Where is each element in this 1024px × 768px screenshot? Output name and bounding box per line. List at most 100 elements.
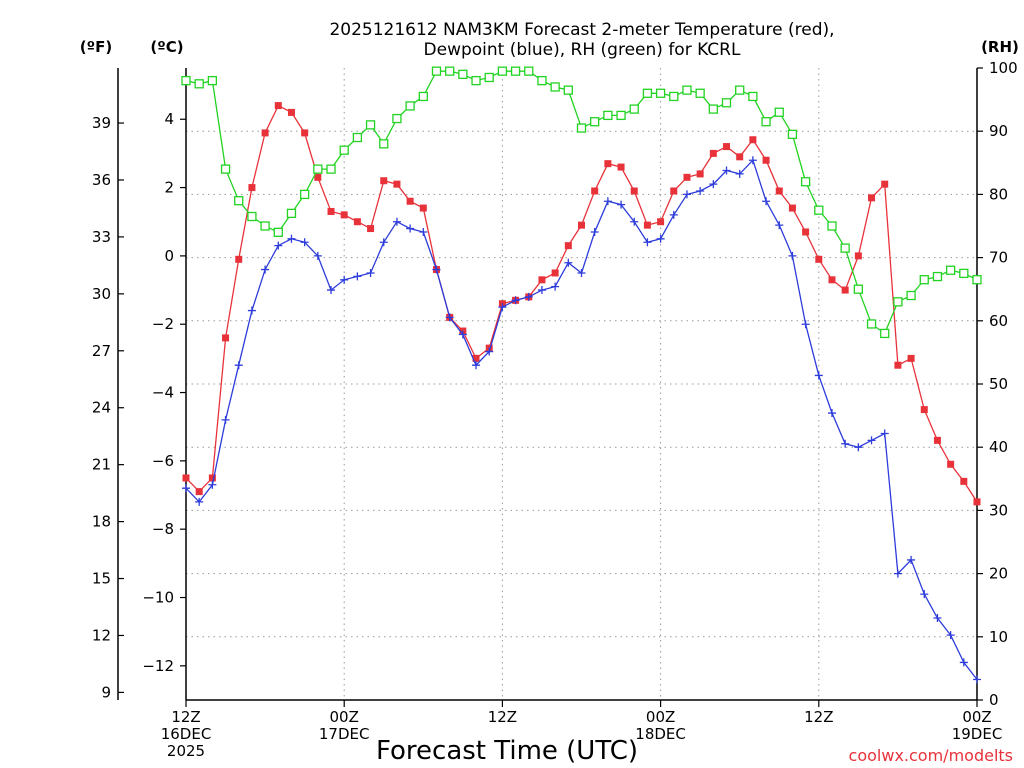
time-tick-label: 16DEC — [161, 725, 212, 743]
celsius-tick-label: 2 — [164, 179, 174, 197]
source-credit: coolwx.com/modelts — [849, 746, 1013, 765]
celsius-tick-label: −10 — [142, 589, 174, 607]
temperature-series — [182, 102, 981, 506]
dewpoint-point — [933, 614, 942, 623]
dewpoint-point — [445, 313, 454, 322]
dewpoint-point — [959, 658, 968, 667]
dewpoint-point — [630, 217, 639, 226]
rh-point — [682, 85, 692, 95]
rh-point — [893, 297, 903, 307]
rh-point — [669, 91, 679, 102]
temperature-point — [894, 361, 902, 369]
temperature-point — [538, 276, 546, 284]
dewpoint-point — [379, 238, 388, 247]
temperature-point — [353, 218, 361, 226]
series-layer — [181, 66, 982, 684]
fahrenheit-tick-label: 21 — [92, 456, 111, 474]
temperature-point — [947, 460, 955, 468]
rh-axis-ticks: 0 10 20 30 40 50 60 70 80 90 100 — [977, 59, 1018, 709]
celsius-tick-label: −12 — [142, 657, 174, 675]
dewpoint-point — [735, 169, 744, 178]
temperature-point — [788, 204, 796, 212]
rh-point — [708, 104, 718, 114]
temperature-point — [551, 269, 559, 277]
dewpoint-point — [472, 361, 481, 370]
rh-point — [418, 91, 428, 102]
rh-point — [853, 284, 863, 294]
dewpoint-point — [577, 268, 586, 277]
dewpoint-point — [485, 347, 494, 356]
rh-point — [603, 110, 613, 121]
dewpoint-point — [234, 361, 243, 370]
temperature-point — [762, 156, 770, 164]
temperature-point — [406, 197, 414, 205]
rh-point — [313, 164, 323, 174]
fahrenheit-tick-label: 9 — [101, 683, 111, 701]
temperature-point — [287, 108, 295, 116]
rh-point — [814, 205, 824, 215]
temperature-point — [907, 354, 915, 362]
rh-point — [247, 211, 257, 222]
rh-point — [234, 196, 244, 206]
temperature-point — [604, 160, 612, 168]
rh-point — [642, 88, 653, 98]
rh-point — [787, 129, 798, 140]
rh-point — [906, 290, 916, 301]
temperature-point — [736, 153, 744, 161]
temperature-point — [920, 406, 928, 414]
celsius-tick-label: −8 — [152, 520, 174, 538]
rh-point — [431, 66, 442, 76]
rh-point — [748, 91, 758, 102]
temperature-point — [380, 177, 388, 185]
rh-point — [563, 85, 573, 95]
time-tick-label: 00Z — [330, 708, 359, 726]
rh-point — [260, 221, 270, 231]
rh-point — [840, 243, 850, 253]
time-tick-label: 00Z — [646, 708, 675, 726]
dewpoint-point — [432, 265, 441, 274]
dewpoint-point — [603, 197, 612, 206]
rh-point — [866, 319, 877, 329]
temperature-point — [195, 488, 203, 496]
temperature-point — [248, 184, 256, 192]
temperature-point — [578, 221, 585, 229]
rh-point — [524, 66, 534, 76]
rh-point — [721, 98, 732, 108]
rh-point — [537, 75, 547, 86]
dewpoint-point — [762, 197, 771, 206]
rh-tick-label: 30 — [989, 501, 1008, 519]
temperature-point — [657, 218, 665, 226]
rh-point — [550, 82, 560, 92]
rh-point — [510, 66, 521, 76]
temperature-point — [235, 255, 243, 263]
dewpoint-point — [617, 200, 626, 209]
dewpoint-point — [419, 227, 428, 236]
temperature-point — [261, 129, 269, 137]
temperature-point — [709, 149, 717, 157]
rh-tick-label: 0 — [989, 691, 999, 709]
temperature-point — [182, 474, 190, 482]
dewpoint-point — [656, 234, 665, 243]
rh-point — [326, 164, 336, 174]
rh-point — [629, 104, 639, 114]
rh-point — [959, 268, 969, 279]
dewpoint-point — [366, 268, 375, 277]
time-tick-label: 12Z — [171, 708, 200, 726]
time-tick-label: 2025 — [167, 742, 205, 760]
x-axis-title: Forecast Time (UTC) — [376, 736, 638, 766]
rh-point — [880, 328, 890, 339]
rh-point — [616, 110, 626, 121]
dewpoint-line — [185, 158, 978, 680]
dewpoint-point — [195, 497, 204, 506]
temperature-point — [868, 194, 876, 202]
dewpoint-point — [669, 210, 678, 219]
temperature-point — [841, 286, 849, 294]
temperature-point — [340, 211, 348, 219]
dewpoint-point — [788, 251, 797, 260]
rh-tick-label: 10 — [989, 628, 1008, 646]
dewpoint-point — [524, 292, 533, 301]
celsius-axis-ticks: 4 2 0 −2 −4 −6 −8 −10 −12 — [142, 110, 186, 675]
dewpoint-point — [682, 190, 691, 199]
temperature-point — [881, 180, 889, 188]
rh-tick-label: 40 — [989, 438, 1008, 456]
